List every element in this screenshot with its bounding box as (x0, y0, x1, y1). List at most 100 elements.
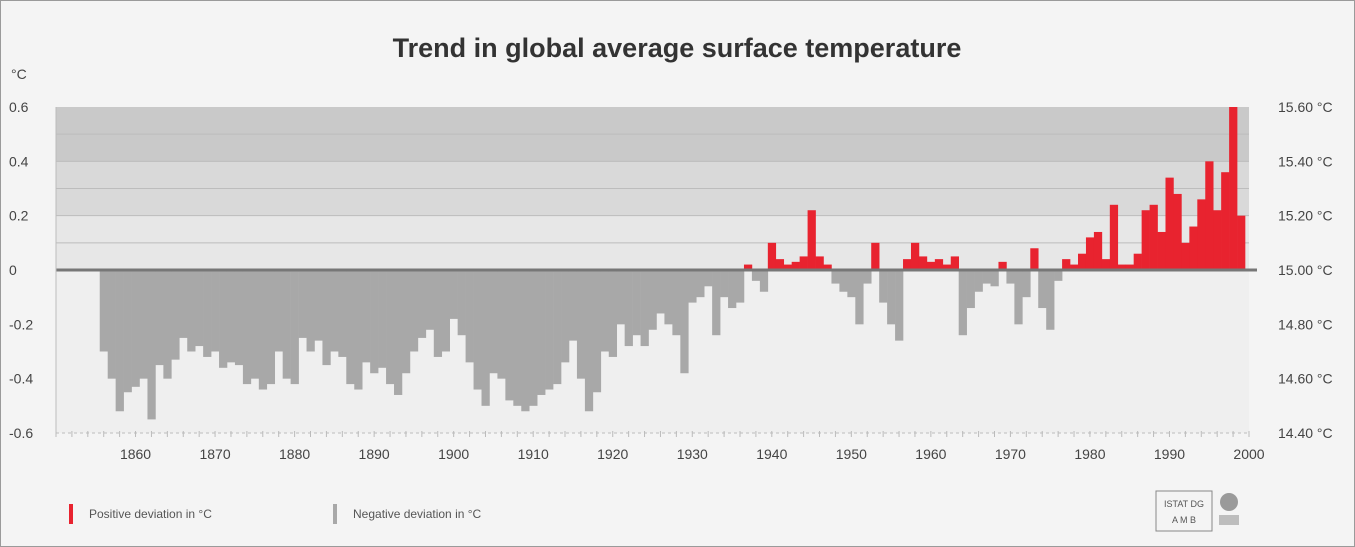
bar (1229, 107, 1238, 270)
bar (226, 270, 236, 363)
bar (576, 270, 586, 379)
bar (767, 242, 777, 270)
bar (624, 270, 633, 347)
bar (1205, 161, 1214, 270)
bar (1221, 172, 1230, 270)
bar (982, 270, 991, 284)
x-tick-label: 2000 (1233, 446, 1264, 462)
bar (1030, 248, 1039, 270)
bar (473, 270, 482, 390)
bar (497, 270, 506, 379)
bar (394, 270, 403, 395)
x-tick-label: 1870 (199, 446, 230, 462)
x-tick-label: 1940 (756, 446, 787, 462)
bar (1109, 204, 1119, 270)
bar (1165, 177, 1174, 270)
bar (1133, 253, 1142, 270)
bar (1101, 259, 1111, 270)
bar (712, 270, 721, 336)
bar (807, 210, 816, 270)
bar (1038, 270, 1047, 309)
bar (211, 270, 220, 352)
bar (600, 270, 610, 352)
bar (1213, 210, 1222, 270)
bar (680, 270, 689, 374)
bar (258, 270, 268, 390)
bar (362, 270, 371, 363)
bar (990, 270, 999, 287)
bar (1078, 253, 1087, 270)
bar (1125, 264, 1134, 270)
bar (656, 270, 665, 314)
legend-label: Positive deviation in °C (89, 507, 212, 521)
bar (274, 270, 283, 352)
x-tick-label: 1930 (677, 446, 708, 462)
bar (1141, 210, 1150, 270)
y-tick-label-right: 15.00 °C (1278, 262, 1333, 278)
bar (720, 270, 729, 298)
bar (783, 264, 792, 270)
bar (1022, 270, 1031, 298)
bar (910, 242, 920, 270)
bar (672, 270, 681, 336)
bar (950, 256, 960, 270)
bar (489, 270, 498, 374)
bar (751, 270, 761, 281)
bar (1062, 259, 1071, 270)
bar (1237, 215, 1246, 270)
bar (179, 270, 188, 338)
bar (521, 270, 530, 412)
bar (1085, 237, 1095, 270)
x-tick-label: 1860 (120, 446, 151, 462)
bar (354, 270, 363, 390)
bar (592, 270, 602, 393)
bar (1046, 270, 1055, 330)
bar (918, 256, 928, 270)
bar (616, 270, 625, 325)
bar (1093, 231, 1103, 270)
bar (696, 270, 705, 298)
y-tick-label-left: -0.4 (9, 371, 33, 387)
bar (1014, 270, 1023, 325)
bar (433, 270, 443, 357)
bar (282, 270, 291, 379)
bar (815, 256, 824, 270)
bar (871, 242, 880, 270)
legend: Positive deviation in °C Negative deviati… (69, 504, 482, 524)
bar (242, 270, 252, 385)
axes-group: 0.6 0.4 0.2 0 -0.2 -0.4 -0.6 15.60 °C 15.40 °C 15… (9, 99, 1333, 462)
y-tick-label-right: 15.40 °C (1278, 153, 1333, 169)
bar (425, 270, 435, 330)
bar (545, 270, 554, 390)
bar (759, 270, 769, 292)
bar (219, 270, 228, 368)
bar (942, 264, 952, 270)
x-tick-label: 1960 (915, 446, 946, 462)
x-tick-label: 1950 (836, 446, 867, 462)
bar (298, 270, 307, 338)
bar (290, 270, 299, 385)
y-tick-label-right: 14.40 °C (1278, 425, 1333, 441)
bar (839, 270, 848, 292)
bar (99, 270, 108, 352)
logo-box (1155, 490, 1213, 532)
bar (505, 270, 514, 401)
bar (465, 270, 474, 363)
bar (441, 270, 450, 352)
bar (163, 270, 172, 379)
bar (171, 270, 180, 360)
bar (107, 270, 116, 379)
bar (958, 270, 967, 336)
bar (306, 270, 315, 352)
bar (895, 270, 904, 341)
bar (648, 270, 657, 330)
bar (147, 270, 156, 420)
bar (1181, 242, 1190, 270)
bar (934, 259, 944, 270)
bar (1189, 226, 1198, 270)
bar (330, 270, 339, 352)
bar (831, 270, 840, 284)
y-tick-label-left: -0.2 (9, 316, 33, 332)
y-tick-label-right: 14.60 °C (1278, 371, 1333, 387)
x-tick-label: 1920 (597, 446, 628, 462)
